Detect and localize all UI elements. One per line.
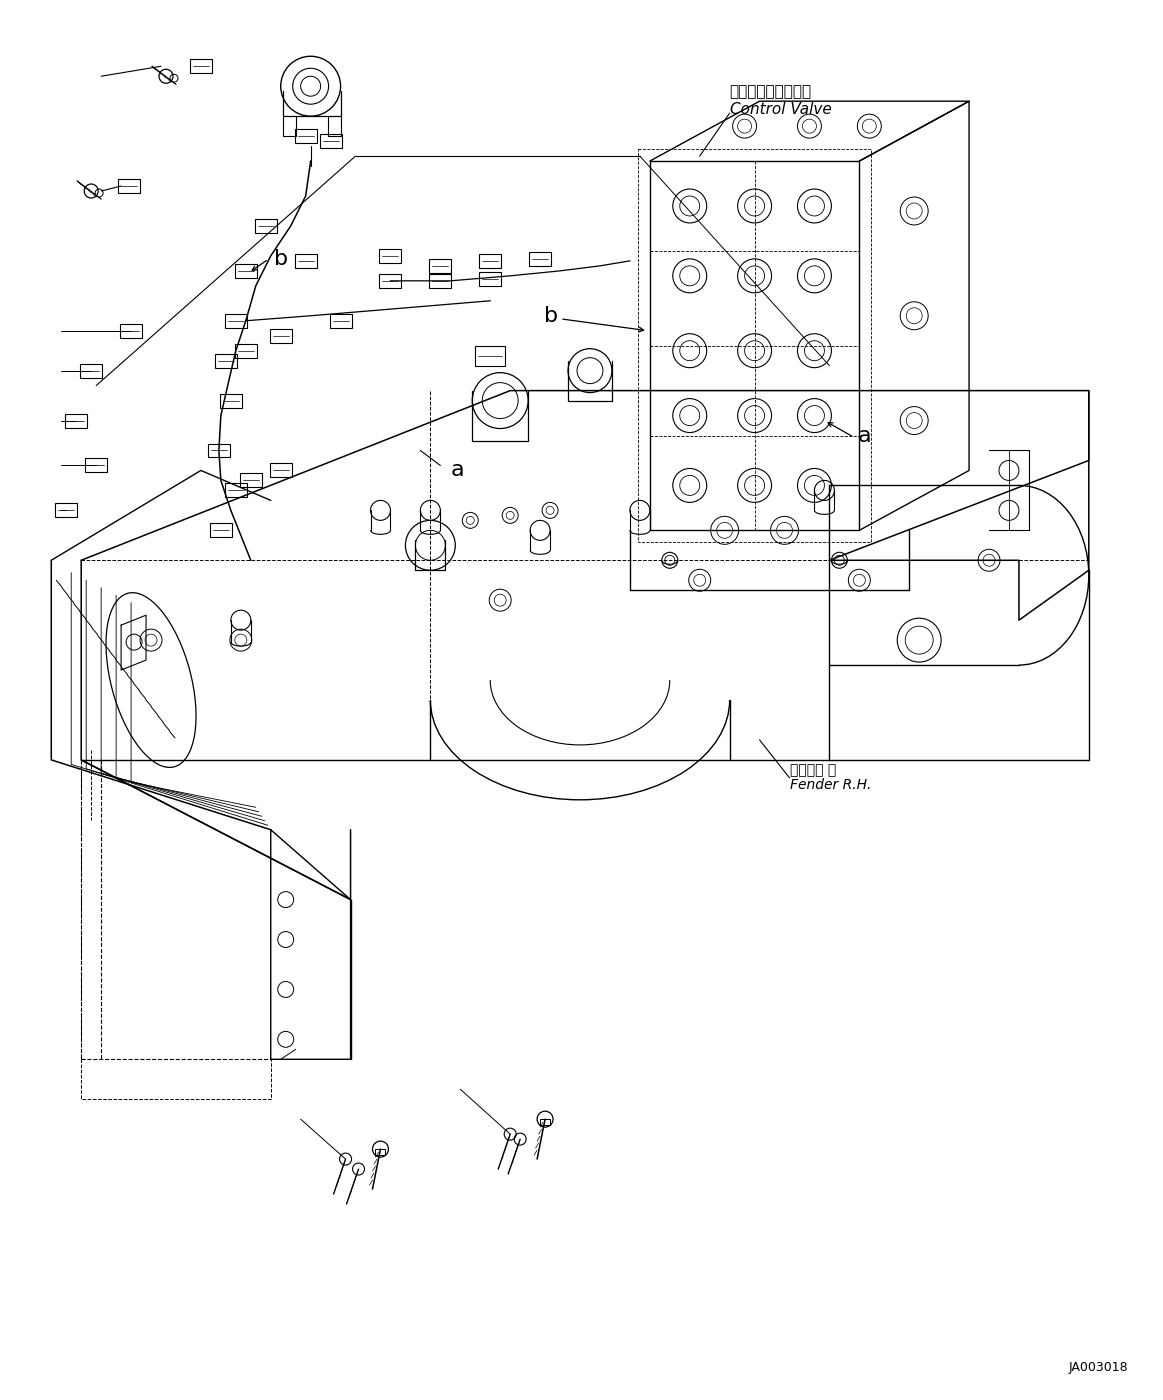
Text: Fender R.H.: Fender R.H.: [790, 778, 871, 792]
Bar: [209, 524, 231, 538]
Text: b: b: [544, 305, 558, 326]
Bar: [476, 346, 505, 365]
Bar: [379, 249, 401, 263]
Bar: [429, 259, 451, 273]
Bar: [85, 458, 107, 472]
Bar: [294, 253, 316, 267]
Bar: [329, 314, 351, 328]
Bar: [255, 218, 277, 232]
Text: フェンダ 右: フェンダ 右: [790, 763, 836, 777]
Bar: [529, 252, 551, 266]
Bar: [540, 1119, 550, 1126]
Bar: [379, 274, 401, 288]
Bar: [479, 253, 501, 267]
Text: JA003018: JA003018: [1069, 1361, 1128, 1373]
Bar: [224, 314, 247, 328]
Bar: [224, 483, 247, 497]
Bar: [215, 354, 237, 368]
Bar: [56, 504, 77, 518]
Bar: [120, 323, 142, 337]
Bar: [376, 1149, 385, 1155]
Bar: [479, 272, 501, 286]
Bar: [320, 134, 342, 148]
Bar: [65, 413, 87, 427]
Bar: [235, 344, 257, 357]
Bar: [208, 444, 230, 458]
Bar: [220, 393, 242, 407]
Bar: [294, 129, 316, 143]
Text: コントロールバルブ: コントロールバルブ: [729, 84, 812, 99]
Bar: [270, 329, 292, 343]
Text: a: a: [857, 426, 871, 445]
Bar: [270, 463, 292, 477]
Bar: [119, 179, 140, 193]
Bar: [235, 263, 257, 277]
Text: Control Valve: Control Valve: [729, 102, 832, 116]
Bar: [190, 59, 212, 73]
Bar: [240, 473, 262, 487]
Text: a: a: [450, 461, 464, 480]
Bar: [429, 274, 451, 288]
Text: b: b: [273, 249, 288, 269]
Bar: [80, 364, 102, 378]
